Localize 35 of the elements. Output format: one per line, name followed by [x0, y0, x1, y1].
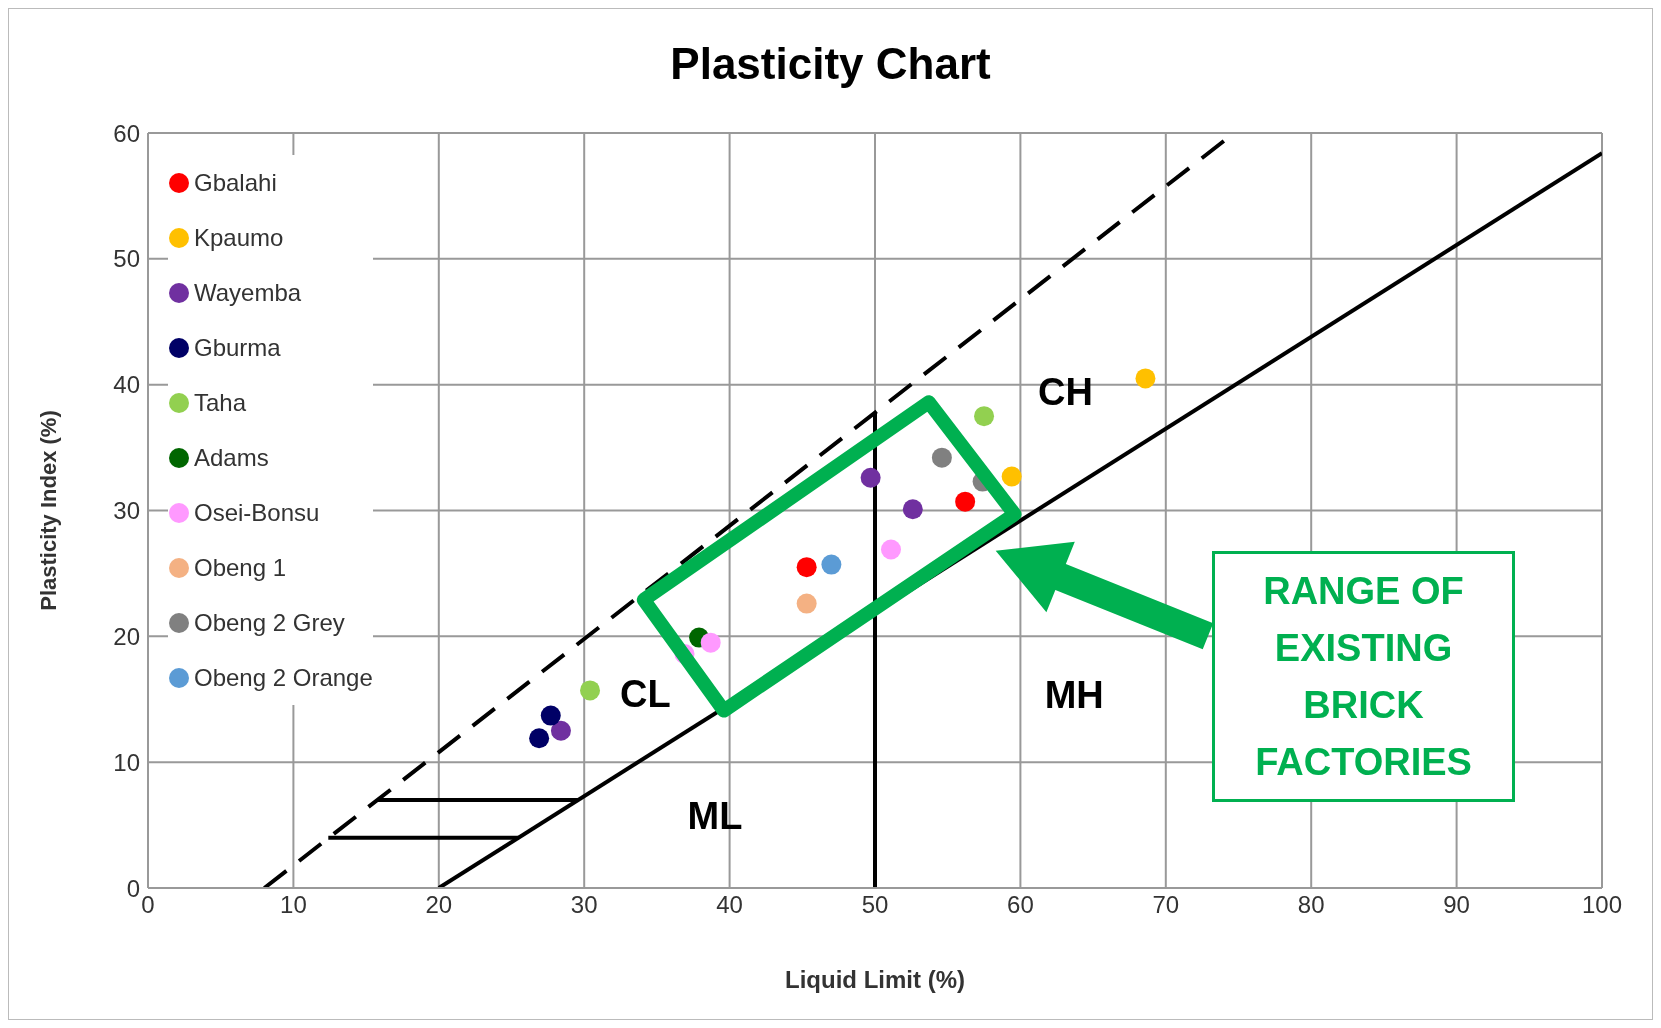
y-tick-label: 50	[113, 245, 140, 273]
y-tick-label: 30	[113, 497, 140, 525]
legend-label: Gbalahi	[194, 168, 277, 198]
legend-label: Gburma	[194, 333, 281, 363]
x-tick-label: 60	[1007, 891, 1034, 919]
x-tick-label: 70	[1152, 891, 1180, 919]
x-axis-title: Liquid Limit (%)	[785, 966, 965, 993]
annotation: RANGE OF EXISTING BRICK FACTORIES	[1212, 550, 1515, 803]
legend-label: Wayemba	[194, 278, 302, 308]
legend-label: Adams	[194, 443, 269, 473]
y-tick-label: 0	[126, 874, 140, 902]
annotation: CH	[1038, 371, 1093, 414]
x-tick-label: 10	[280, 891, 307, 919]
y-tick-label: 40	[113, 371, 140, 399]
y-tick-label: 10	[113, 748, 140, 776]
chart-title: Plasticity Chart	[669, 39, 992, 89]
y-tick-label: 20	[113, 622, 140, 650]
x-tick-label: 80	[1297, 891, 1325, 919]
x-tick-label: 90	[1443, 891, 1470, 919]
annotation: MH	[1044, 674, 1104, 717]
x-tick-label: 40	[716, 891, 743, 919]
legend-label: Obeng 2 Orange	[194, 663, 373, 693]
legend-label: Obeng 1	[194, 553, 287, 583]
annotation: CL	[619, 673, 671, 716]
x-tick-label: 30	[570, 891, 598, 919]
legend-label: Taha	[194, 388, 247, 418]
y-tick-label: 60	[113, 119, 140, 147]
x-tick-label: 20	[425, 891, 453, 919]
legend-label: Osei-Bonsu	[194, 498, 320, 528]
annotation: ML	[687, 795, 743, 838]
y-axis-title: Plasticity Index (%)	[35, 410, 61, 611]
legend-label: Obeng 2 Grey	[194, 608, 345, 638]
x-tick-label: 50	[861, 891, 889, 919]
legend-label: Kpaumo	[194, 223, 284, 253]
x-tick-label: 100	[1581, 891, 1623, 919]
